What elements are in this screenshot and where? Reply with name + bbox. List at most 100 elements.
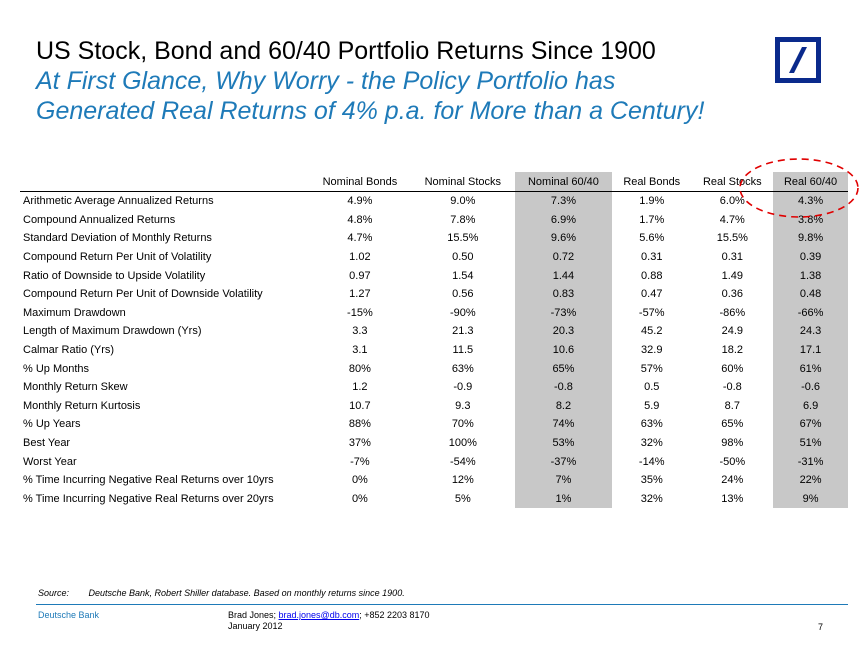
table-cell: -0.6 xyxy=(773,377,848,397)
table-row: Compound Return Per Unit of Volatility 1.… xyxy=(20,247,848,267)
column-header: Real 60/40 xyxy=(773,172,848,192)
page-subtitle-line-2: Generated Real Returns of 4% p.a. for Mo… xyxy=(36,97,705,125)
table-cell: 24.3 xyxy=(773,322,848,341)
row-label: Monthly Return Skew xyxy=(23,381,128,394)
table-cell: 10.6 xyxy=(514,340,613,360)
table-cell: 0.50 xyxy=(452,251,474,264)
table-cell: 4.9% xyxy=(347,195,373,208)
table-cell: -0.8 xyxy=(722,381,742,394)
table-row: Standard Deviation of Monthly Returns 4.7… xyxy=(20,229,848,248)
table-cell: 20.3 xyxy=(514,322,613,341)
row-label: Length of Maximum Drawdown (Yrs) xyxy=(23,325,202,338)
table-cell: 0.36 xyxy=(721,288,744,301)
table-cell: 17.1 xyxy=(773,340,848,360)
deutsche-bank-logo xyxy=(775,37,821,83)
table-cell: 1.27 xyxy=(349,288,371,301)
table-cell: 1.49 xyxy=(721,269,744,282)
footer-phone: ; +852 2203 8170 xyxy=(359,610,430,620)
table-cell: 65% xyxy=(514,359,613,378)
table-cell: 74% xyxy=(514,415,613,434)
table-cell: 10.7 xyxy=(349,399,371,412)
table-row: Maximum Drawdown -15% -90% -73% -57% -86% -66% xyxy=(20,303,848,323)
table-cell: 51% xyxy=(773,433,848,453)
table-cell: -14% xyxy=(638,455,665,468)
table-cell: 0% xyxy=(351,492,368,505)
table-cell: -7% xyxy=(350,455,370,468)
column-header: Nominal 60/40 xyxy=(514,172,613,192)
table-cell: 4.7% xyxy=(719,213,745,226)
row-label: Monthly Return Kurtosis xyxy=(23,399,141,412)
table-cell: 3.3 xyxy=(352,325,368,338)
row-label: Calmar Ratio (Yrs) xyxy=(23,344,115,357)
table-cell: -73% xyxy=(514,303,613,323)
table-cell: 60% xyxy=(721,362,744,375)
table-cell: 22% xyxy=(773,470,848,490)
table-cell: 53% xyxy=(514,433,613,453)
table-cell: 8.2 xyxy=(514,396,613,416)
table-cell: 0.31 xyxy=(721,251,744,264)
table-cell: -50% xyxy=(719,455,746,468)
column-header: Nominal Bonds xyxy=(322,175,398,188)
table-cell: 9% xyxy=(773,489,848,509)
table-cell: 37% xyxy=(348,437,371,450)
source-note: Source: Deutsche Bank, Robert Shiller da… xyxy=(38,588,405,598)
table-cell: 1.02 xyxy=(349,251,371,264)
row-label: Worst Year xyxy=(23,455,77,468)
table-cell: 1.2 xyxy=(352,381,368,394)
table-cell: 5% xyxy=(454,492,471,505)
table-row: Monthly Return Kurtosis 10.7 9.3 8.2 5.9 8.7 6… xyxy=(20,396,848,416)
table-row: % Up Months 80% 63% 65% 57% 60% 61% xyxy=(20,359,848,378)
footer-divider xyxy=(36,604,848,605)
table-cell: 88% xyxy=(348,418,371,431)
table-cell: 1.38 xyxy=(773,266,848,285)
table-cell: 0.88 xyxy=(641,269,663,282)
table-cell: 65% xyxy=(721,418,744,431)
table-cell: 63% xyxy=(640,418,663,431)
table-body: Arithmetic Average Annualized Returns 4.9… xyxy=(20,191,848,509)
table-cell: -0.9 xyxy=(453,381,473,394)
footer-contact: Brad Jones; brad.jones@db.com; +852 2203… xyxy=(228,610,430,632)
table-cell: 0.39 xyxy=(773,247,848,267)
row-label: Standard Deviation of Monthly Returns xyxy=(23,232,212,245)
table-row: % Time Incurring Negative Real Returns o… xyxy=(20,470,848,490)
footer-author-line: Brad Jones; brad.jones@db.com; +852 2203… xyxy=(228,610,430,621)
table-cell: 0.48 xyxy=(773,284,848,304)
row-label: Ratio of Downside to Upside Volatility xyxy=(23,269,206,282)
table-cell: 11.5 xyxy=(452,344,474,357)
table-cell: 1.9% xyxy=(639,195,665,208)
table-cell: 45.2 xyxy=(641,325,663,338)
footer-date: January 2012 xyxy=(228,621,283,631)
row-label: % Up Years xyxy=(23,418,81,431)
table-cell: -54% xyxy=(449,455,476,468)
source-text: Deutsche Bank, Robert Shiller database. … xyxy=(88,588,405,598)
page-number: 7 xyxy=(818,622,824,632)
logo-inner-square xyxy=(780,42,816,78)
table-cell: -37% xyxy=(514,452,613,471)
table-row: Compound Annualized Returns 4.8% 7.8% 6.9% 1… xyxy=(20,210,848,230)
table-cell: 6.9% xyxy=(514,210,613,230)
table-row: % Up Years 88% 70% 74% 63% 65% 67% xyxy=(20,415,848,434)
table-cell: 63% xyxy=(451,362,474,375)
table-cell: 35% xyxy=(640,474,663,487)
row-label: % Time Incurring Negative Real Returns o… xyxy=(23,492,274,505)
table-row: Length of Maximum Drawdown (Yrs) 3.3 21.3 2… xyxy=(20,322,848,341)
table-cell: 3.8% xyxy=(773,210,848,230)
row-label: Compound Return Per Unit of Downside Vol… xyxy=(23,288,263,301)
table-cell: 100% xyxy=(448,437,477,450)
table-cell: 3.1 xyxy=(352,344,368,357)
table-row: Monthly Return Skew 1.2 -0.9 -0.8 0.5 -0.8 -0.… xyxy=(20,377,848,397)
table-cell: 4.7% xyxy=(347,232,373,245)
table-cell: 5.6% xyxy=(639,232,665,245)
table-cell: 1.54 xyxy=(452,269,474,282)
table-cell: 32% xyxy=(640,492,663,505)
table-cell: 0.83 xyxy=(514,284,613,304)
table-row: Arithmetic Average Annualized Returns 4.9… xyxy=(20,191,848,211)
table-cell: 0.5 xyxy=(644,381,660,394)
table-row: Best Year 37% 100% 53% 32% 98% 51% xyxy=(20,433,848,453)
footer-email-link[interactable]: brad.jones@db.com xyxy=(278,610,360,620)
row-label: % Up Months xyxy=(23,362,90,375)
table-cell: 4.8% xyxy=(347,213,373,226)
table-cell: 24.9 xyxy=(721,325,744,338)
table-cell: 98% xyxy=(721,437,744,450)
table-cell: 13% xyxy=(721,492,744,505)
